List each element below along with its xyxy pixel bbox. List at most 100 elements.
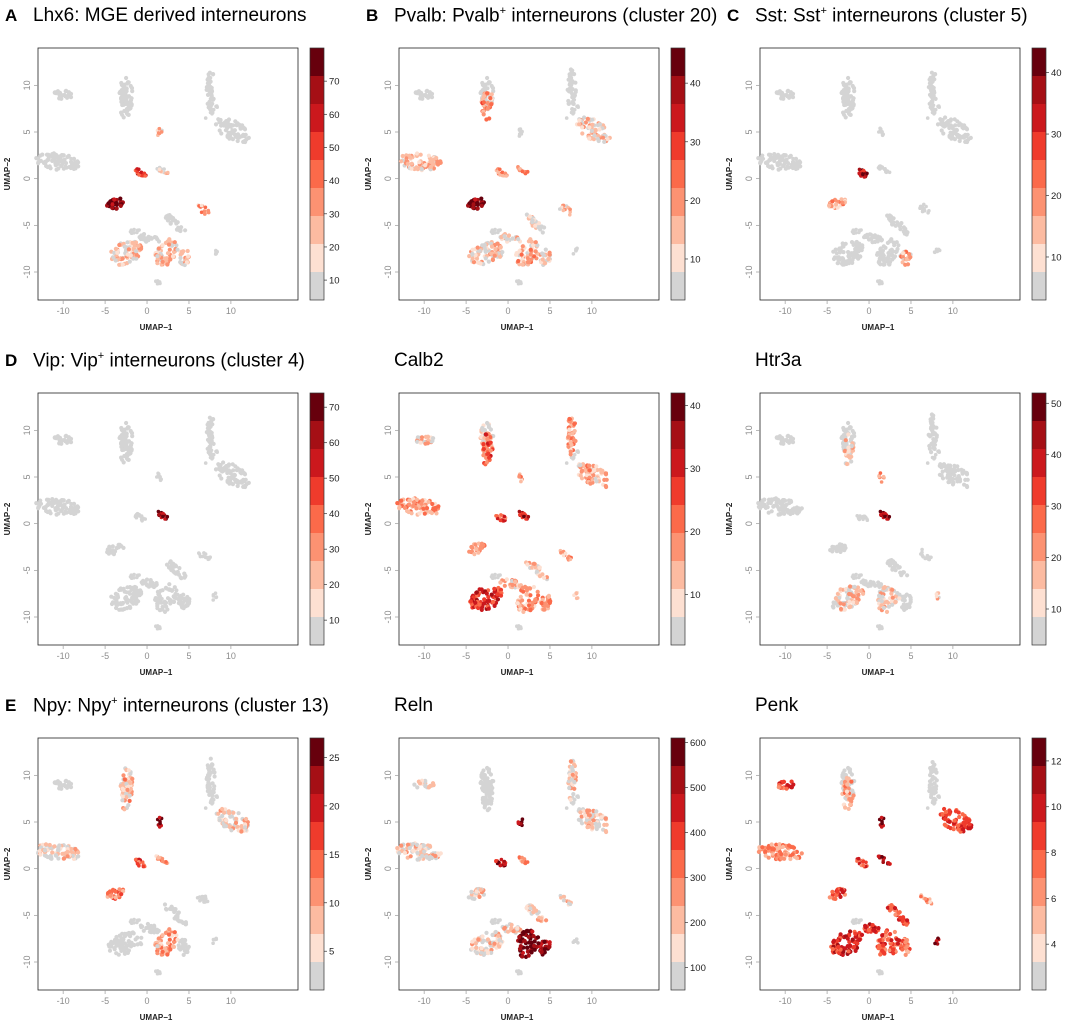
- cell-point: [850, 260, 855, 265]
- y-tick-label: 5: [383, 129, 393, 134]
- x-axis-label: UMAP−1: [862, 668, 895, 677]
- legend-swatch: [1032, 216, 1046, 244]
- cell-point: [585, 116, 590, 121]
- cell-point: [538, 227, 543, 232]
- title-main: Reln: [394, 695, 434, 716]
- cell-point: [567, 82, 572, 87]
- y-tick-label: 0: [22, 866, 32, 871]
- cell-point: [530, 218, 535, 223]
- cell-point: [789, 162, 794, 168]
- cell-point: [847, 599, 852, 604]
- legend-swatch: [1032, 449, 1046, 477]
- cell-point: [199, 203, 204, 208]
- cell-point: [582, 813, 588, 818]
- cell-points: [34, 70, 251, 286]
- cell-point: [124, 75, 129, 81]
- cell-point: [846, 445, 851, 450]
- legend-tick-label: 40: [329, 176, 340, 187]
- cell-point: [591, 818, 596, 823]
- cell-point: [851, 600, 856, 605]
- cell-point: [125, 950, 130, 955]
- cell-point: [890, 587, 895, 592]
- cell-point: [479, 434, 484, 439]
- cell-point: [240, 133, 245, 138]
- cell-point: [929, 94, 934, 99]
- cell-point: [161, 514, 165, 519]
- cell-point: [219, 131, 224, 136]
- cell-point: [877, 593, 882, 598]
- legend-swatch: [1032, 589, 1046, 617]
- cell-point: [907, 593, 912, 599]
- cell-point: [520, 244, 525, 249]
- cell-point: [168, 587, 173, 592]
- cell-point: [202, 209, 207, 213]
- y-tick-label: 5: [744, 129, 754, 134]
- cell-point: [504, 174, 509, 178]
- cell-point: [127, 106, 132, 111]
- legend-swatch: [671, 216, 685, 244]
- cell-point: [65, 849, 70, 854]
- cell-point: [208, 107, 213, 112]
- legend-frame: [670, 392, 686, 646]
- legend-frame: [670, 47, 686, 301]
- cell-point: [476, 605, 481, 611]
- cell-point: [118, 196, 123, 201]
- cell-point: [931, 103, 936, 108]
- cell-point: [205, 556, 210, 560]
- cell-point: [900, 597, 905, 602]
- legend-swatch: [1032, 132, 1046, 160]
- cell-point: [880, 133, 885, 138]
- cell-point: [932, 90, 937, 95]
- x-tick-label: 10: [587, 996, 597, 1006]
- cell-point: [525, 169, 530, 174]
- legend-swatch: [310, 505, 324, 533]
- cell-point: [165, 952, 170, 957]
- cell-point: [119, 433, 124, 438]
- cell-point: [211, 598, 215, 602]
- cell-point: [895, 246, 900, 252]
- legend-swatch: [310, 76, 324, 104]
- cell-point: [235, 133, 240, 138]
- cell-point: [132, 592, 137, 597]
- cell-point: [795, 511, 800, 516]
- cell-point: [157, 512, 161, 517]
- cell-point: [760, 156, 766, 161]
- cell-point: [216, 811, 221, 816]
- cell-point: [239, 829, 244, 834]
- cell-point: [117, 587, 122, 593]
- cell-point: [212, 770, 217, 775]
- cell-point: [231, 130, 236, 135]
- cell-point: [483, 82, 488, 87]
- cell-point: [929, 412, 934, 417]
- cell-point: [57, 93, 62, 98]
- cell-point: [831, 600, 836, 605]
- cell-point: [536, 593, 541, 598]
- cell-point: [239, 480, 245, 485]
- cell-point: [474, 256, 480, 261]
- cell-point: [877, 261, 882, 266]
- cell-point: [948, 468, 953, 473]
- cell-point: [584, 818, 589, 823]
- cell-point: [575, 104, 579, 109]
- cell-point: [531, 254, 537, 259]
- cell-point: [165, 262, 170, 267]
- cell-point: [934, 425, 939, 430]
- cell-point: [861, 591, 866, 596]
- cell-point: [56, 856, 61, 861]
- cell-point: [225, 470, 230, 476]
- cell-point: [589, 128, 594, 133]
- cell-point: [525, 562, 530, 567]
- cell-point: [38, 852, 43, 857]
- cell-point: [776, 152, 781, 157]
- cell-point: [486, 798, 491, 803]
- plot-frame: [398, 47, 660, 301]
- cell-point: [56, 166, 61, 171]
- panel-title: Lhx6: MGE derived interneurons: [33, 5, 307, 27]
- cell-point: [155, 601, 160, 606]
- cell-point: [483, 256, 488, 261]
- cell-point: [570, 107, 575, 112]
- cell-point: [469, 889, 474, 894]
- cell-point: [492, 586, 497, 591]
- x-tick-label: 0: [506, 651, 511, 661]
- cell-point: [502, 583, 507, 588]
